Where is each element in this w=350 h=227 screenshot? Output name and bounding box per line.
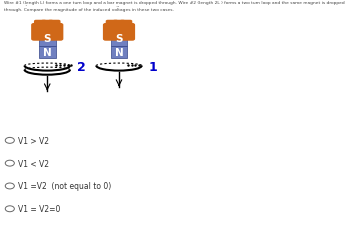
Text: V1 > V2: V1 > V2	[18, 136, 49, 145]
Text: V1 < V2: V1 < V2	[18, 159, 49, 168]
Text: S: S	[115, 34, 123, 44]
FancyBboxPatch shape	[39, 32, 56, 47]
Text: N: N	[115, 47, 124, 57]
FancyBboxPatch shape	[48, 21, 61, 30]
FancyBboxPatch shape	[111, 47, 127, 58]
Text: S: S	[43, 34, 51, 44]
FancyBboxPatch shape	[103, 24, 135, 42]
FancyBboxPatch shape	[113, 21, 125, 30]
Text: through. Compare the magnitude of the induced voltages in these two cases.: through. Compare the magnitude of the in…	[4, 8, 173, 12]
FancyBboxPatch shape	[31, 24, 63, 42]
Text: V1 = V2=0: V1 = V2=0	[18, 204, 61, 213]
FancyBboxPatch shape	[39, 47, 56, 58]
Text: N: N	[43, 47, 52, 57]
Text: 2: 2	[77, 61, 86, 74]
Text: Wire #1 (length L) forms a one turn loop and a bar magnet is dropped through. Wi: Wire #1 (length L) forms a one turn loop…	[4, 1, 344, 5]
Text: ··: ··	[116, 4, 120, 10]
Text: 1: 1	[149, 61, 158, 74]
FancyBboxPatch shape	[41, 21, 54, 30]
FancyBboxPatch shape	[111, 32, 127, 47]
Text: ·: ·	[25, 2, 27, 11]
FancyBboxPatch shape	[34, 21, 47, 30]
FancyBboxPatch shape	[106, 21, 118, 30]
FancyBboxPatch shape	[120, 21, 132, 30]
Text: V1 =V2  (not equal to 0): V1 =V2 (not equal to 0)	[18, 182, 111, 191]
